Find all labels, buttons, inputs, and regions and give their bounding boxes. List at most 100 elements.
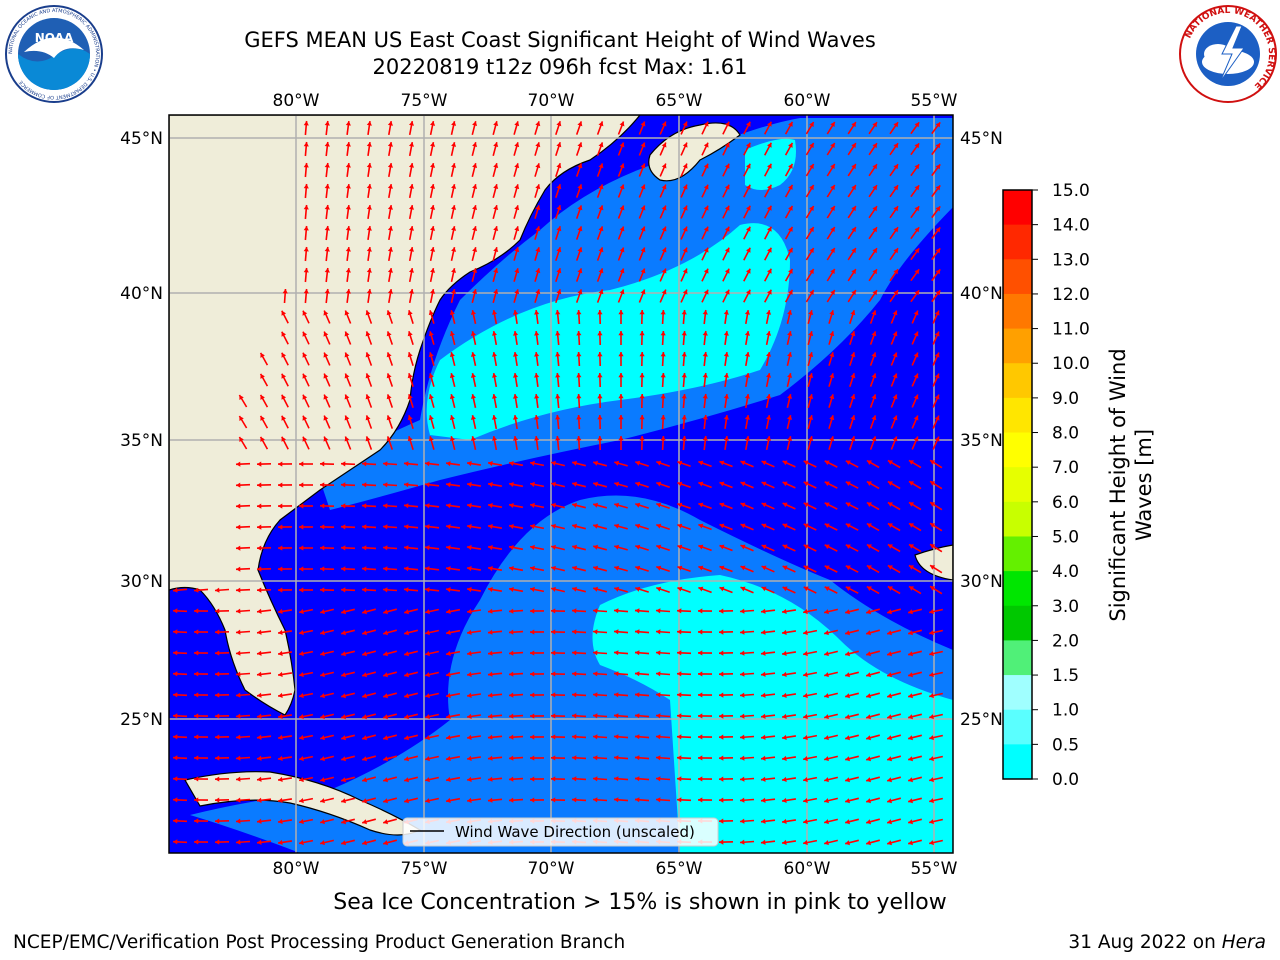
- wind-wave-arrowhead: [788, 247, 793, 253]
- wind-wave-arrowhead: [425, 756, 430, 762]
- wind-wave-arrowhead: [451, 142, 457, 147]
- wind-wave-arrowhead: [887, 798, 892, 804]
- wind-wave-arrowhead: [913, 415, 919, 421]
- wind-wave-arrowhead: [788, 289, 793, 295]
- wind-wave-arrowhead: [278, 524, 283, 530]
- wind-wave-arrowhead: [430, 184, 436, 189]
- wind-wave-arrowhead: [194, 797, 199, 803]
- wind-wave-arrowhead: [425, 587, 430, 593]
- wind-wave-arrowhead: [892, 373, 898, 379]
- wind-wave-arrowhead: [236, 818, 241, 824]
- colorbar-tick-label: 0.0: [1052, 770, 1079, 790]
- wind-wave-arrowhead: [577, 205, 583, 211]
- wind-wave-arrowhead: [934, 436, 940, 442]
- wind-wave-arrowhead: [362, 798, 367, 804]
- colorbar-segment: [1003, 571, 1032, 607]
- wind-wave-arrowhead: [892, 352, 898, 358]
- wind-wave-arrowhead: [782, 755, 787, 761]
- wind-wave-arrowhead: [593, 650, 598, 656]
- wind-wave-arrowhead: [866, 798, 871, 804]
- wind-wave-arrowhead: [913, 394, 919, 400]
- wind-wave-arrowhead: [215, 776, 220, 782]
- wind-wave-arrowhead: [871, 310, 877, 316]
- wind-wave-arrowhead: [656, 502, 662, 508]
- wind-wave-arrowhead: [744, 436, 750, 441]
- wind-wave-arrowhead: [551, 544, 556, 550]
- wind-wave-arrowhead: [302, 310, 308, 316]
- wind-wave-arrowhead: [723, 436, 729, 441]
- wave-band-high-south: [592, 575, 953, 853]
- wind-wave-arrowhead: [302, 394, 308, 400]
- wind-wave-arrowhead: [530, 502, 535, 508]
- wind-wave-arrowhead: [782, 629, 787, 635]
- wind-wave-arrowhead: [682, 184, 688, 190]
- wind-wave-arrowhead: [914, 290, 920, 296]
- wind-wave-arrowhead: [430, 289, 436, 294]
- wind-wave-arrowhead: [530, 692, 535, 698]
- wind-wave-arrowhead: [761, 608, 766, 614]
- wind-wave-arrowhead: [614, 692, 619, 698]
- wind-wave-arrowhead: [509, 482, 514, 487]
- wind-wave-arrowhead: [914, 164, 920, 170]
- wind-wave-arrowhead: [320, 566, 325, 572]
- wind-wave-arrowhead: [866, 735, 871, 741]
- wind-wave-arrowhead: [556, 205, 562, 211]
- wind-wave-arrowhead: [173, 797, 178, 803]
- wind-wave-arrowhead: [787, 394, 793, 399]
- wind-wave-arrowhead: [278, 503, 283, 509]
- wind-wave-arrowhead: [803, 502, 809, 508]
- wind-wave-arrowhead: [551, 755, 556, 761]
- wind-wave-arrowhead: [215, 713, 220, 719]
- wind-wave-arrowhead: [530, 671, 535, 677]
- wind-wave-arrowhead: [514, 289, 520, 295]
- wind-wave-arrowhead: [492, 331, 497, 336]
- wind-wave-arrowhead: [677, 460, 683, 466]
- wind-wave-arrowhead: [446, 756, 451, 761]
- wind-wave-arrowhead: [740, 797, 745, 803]
- wind-wave-arrowhead: [761, 818, 766, 824]
- wind-wave-arrowhead: [893, 185, 898, 191]
- wind-wave-arrowhead: [703, 268, 709, 274]
- lon-label-bottom: 60°W: [784, 859, 831, 879]
- wind-wave-arrowhead: [556, 268, 562, 274]
- wind-wave-arrowhead: [593, 776, 598, 782]
- wind-wave-arrowhead: [635, 776, 640, 782]
- wind-wave-arrowhead: [909, 523, 914, 528]
- wind-wave-arrowhead: [656, 776, 661, 782]
- wind-wave-arrowhead: [470, 415, 476, 420]
- wind-wave-arrowhead: [824, 819, 829, 825]
- wind-wave-arrowhead: [934, 373, 940, 379]
- wind-wave-arrowhead: [702, 352, 708, 357]
- wind-wave-arrowhead: [914, 122, 920, 128]
- wind-wave-arrowhead: [194, 650, 199, 656]
- colorbar-segment: [1003, 259, 1032, 295]
- wind-wave-arrowhead: [803, 586, 809, 592]
- wind-wave-arrowhead: [407, 394, 413, 400]
- wind-wave-arrowhead: [260, 436, 265, 442]
- wind-wave-arrowhead: [404, 651, 409, 657]
- wind-wave-arrowhead: [572, 523, 577, 529]
- wind-wave-arrowhead: [509, 671, 514, 677]
- wind-wave-arrowhead: [872, 185, 877, 191]
- wind-wave-arrowhead: [535, 184, 541, 190]
- wind-wave-arrowhead: [366, 289, 372, 294]
- colorbar-segment: [1003, 467, 1032, 503]
- colorbar-tick-label: 0.5: [1052, 735, 1079, 755]
- wind-wave-arrowhead: [635, 544, 641, 550]
- wind-wave-arrowhead: [362, 545, 367, 551]
- wind-wave-arrowhead: [344, 415, 350, 421]
- wind-wave-arrowhead: [387, 247, 393, 252]
- wind-wave-arrowhead: [808, 436, 814, 441]
- wind-wave-arrowhead: [173, 713, 178, 719]
- wind-wave-arrowhead: [635, 565, 641, 571]
- wind-wave-arrowhead: [467, 608, 472, 614]
- wind-wave-arrowhead: [404, 756, 409, 762]
- wind-wave-arrowhead: [383, 819, 388, 825]
- wind-wave-arrowhead: [383, 524, 388, 530]
- wind-wave-arrowhead: [257, 650, 262, 656]
- wind-wave-arrowhead: [344, 436, 350, 442]
- wind-wave-arrowhead: [829, 331, 835, 337]
- wind-wave-arrowhead: [366, 163, 372, 168]
- wind-wave-arrowhead: [593, 734, 598, 740]
- wind-wave-arrowhead: [362, 756, 367, 762]
